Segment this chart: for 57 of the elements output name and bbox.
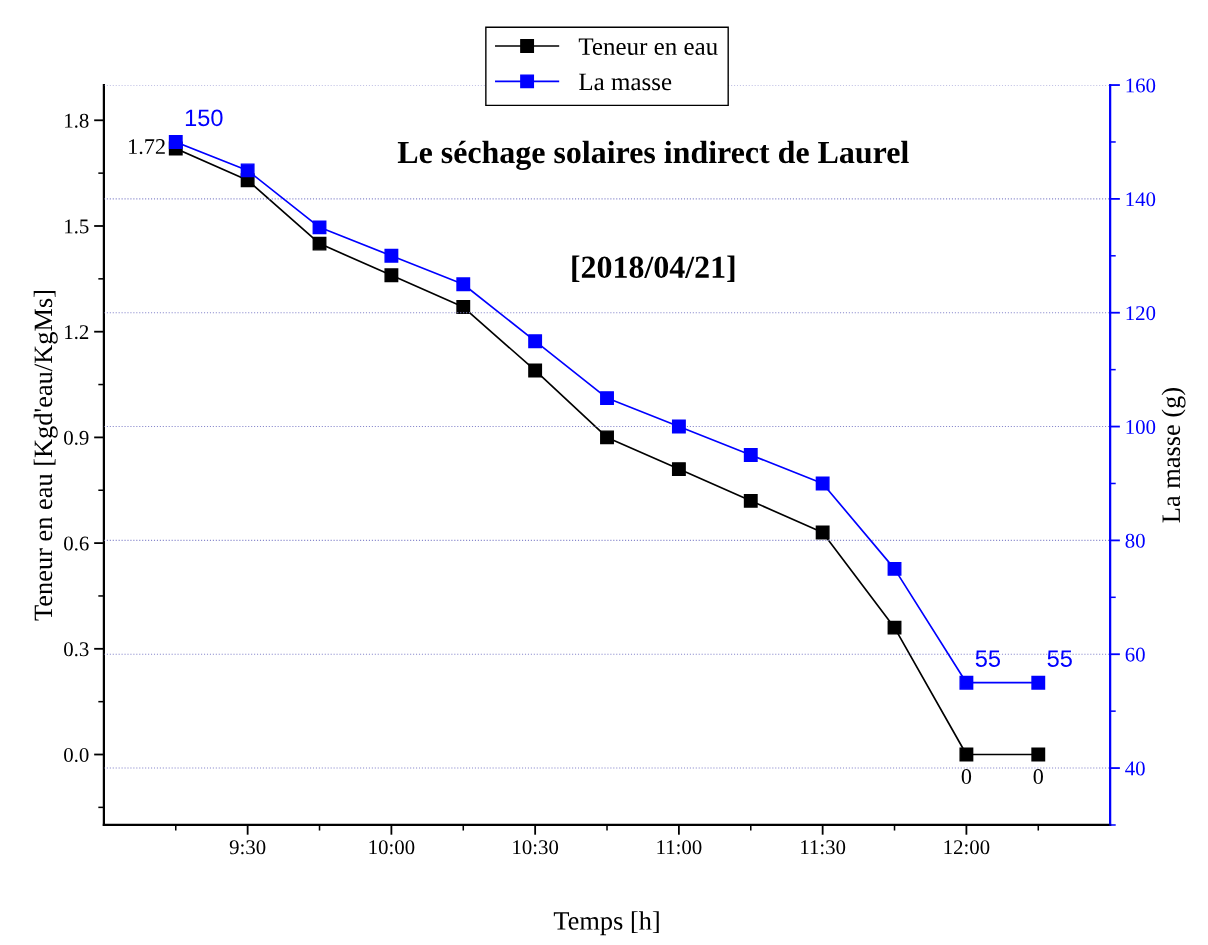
y-axis-title: Teneur en eau [Kgd'eau/KgMs] bbox=[33, 291, 58, 621]
y2-tick-label: 40 bbox=[1125, 761, 1145, 776]
point bbox=[959, 747, 974, 762]
point bbox=[312, 220, 327, 235]
x-tick-label: 10:00 bbox=[369, 840, 415, 855]
data-label: 55 bbox=[975, 650, 1001, 667]
point bbox=[887, 561, 902, 576]
y-tick-label: 0.6 bbox=[64, 536, 89, 551]
y-tick-label: 0.3 bbox=[64, 642, 89, 657]
x-tick-label: 11:30 bbox=[801, 840, 846, 855]
point bbox=[671, 419, 686, 434]
data-label: 0 bbox=[1033, 769, 1043, 785]
legend-label: Teneur en eau bbox=[578, 38, 718, 55]
point bbox=[528, 334, 543, 349]
point bbox=[1031, 747, 1046, 762]
point bbox=[1031, 675, 1046, 690]
y2-tick-label: 80 bbox=[1125, 533, 1145, 548]
text: Le séchage solaires indirect de Laurel bbox=[397, 140, 909, 170]
point bbox=[743, 493, 758, 508]
point bbox=[384, 268, 399, 283]
y-tick-label: 0.0 bbox=[64, 747, 89, 763]
point bbox=[600, 430, 614, 445]
x-tick-label: 9:30 bbox=[229, 840, 266, 855]
point bbox=[168, 135, 183, 149]
point bbox=[528, 363, 543, 378]
y2-axis-title: La masse (g) bbox=[1161, 388, 1186, 523]
point bbox=[671, 462, 686, 477]
x-tick-label: 10:30 bbox=[513, 840, 559, 855]
point bbox=[815, 525, 830, 540]
y-tick-label: 1.5 bbox=[65, 219, 89, 234]
point bbox=[312, 236, 327, 251]
data-label: 150 bbox=[185, 109, 223, 127]
y-tick-label: 1.2 bbox=[65, 325, 89, 340]
legend-label: La masse bbox=[579, 73, 672, 91]
y2-tick-label: 120 bbox=[1126, 306, 1156, 321]
point bbox=[887, 620, 902, 635]
x-tick-label: 12:00 bbox=[944, 840, 990, 855]
point bbox=[600, 391, 614, 406]
data-label: 0 bbox=[961, 769, 972, 785]
point bbox=[959, 675, 974, 690]
y2-tick-label: 60 bbox=[1125, 647, 1145, 662]
y2-tick-label: 140 bbox=[1126, 192, 1156, 207]
point bbox=[456, 300, 471, 314]
x-axis-title: Temps [h] bbox=[553, 911, 659, 936]
point bbox=[743, 448, 758, 462]
x-tick-label: 11:00 bbox=[657, 840, 702, 855]
y2-tick-label: 100 bbox=[1126, 419, 1156, 434]
data-label: 55 bbox=[1047, 650, 1072, 667]
point bbox=[815, 476, 830, 491]
y-tick-label: 1.8 bbox=[65, 113, 89, 128]
point bbox=[240, 163, 255, 178]
text: [2018/04/21] bbox=[572, 255, 735, 282]
y2-tick-label: 160 bbox=[1126, 78, 1156, 93]
y-tick-label: 0.9 bbox=[64, 430, 89, 445]
point bbox=[456, 277, 471, 292]
point bbox=[384, 248, 399, 263]
data-label: 1.72 bbox=[129, 139, 165, 155]
